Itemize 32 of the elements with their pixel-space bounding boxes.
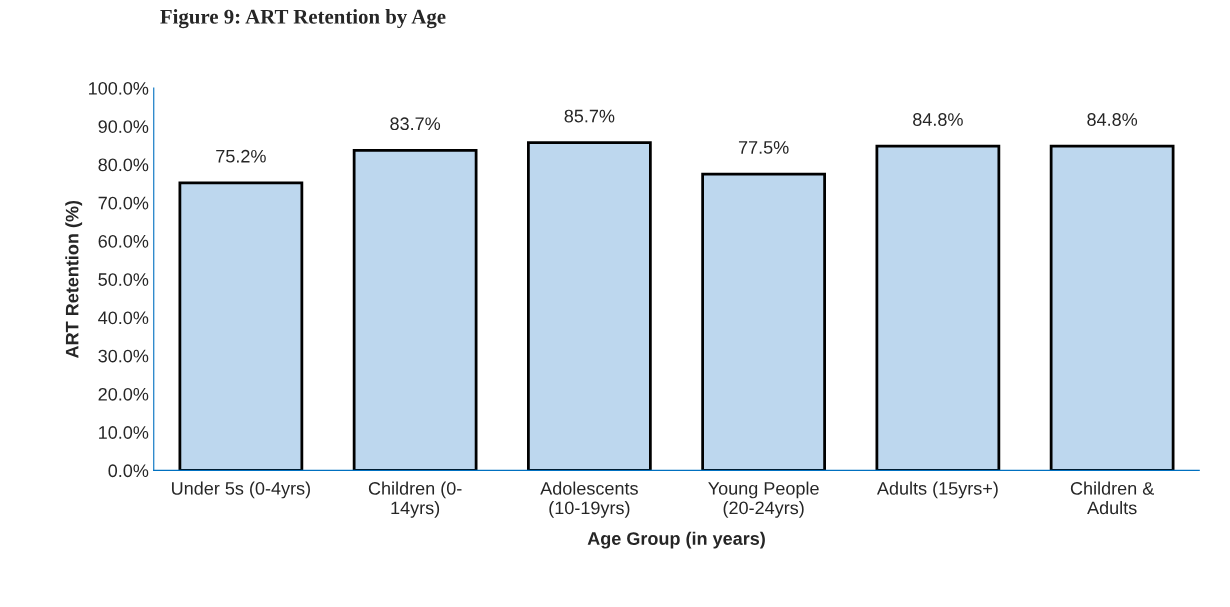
y-tick-label: 100.0%	[89, 81, 149, 95]
data-label: 83.7%	[390, 117, 441, 131]
data-label: 75.2%	[216, 149, 266, 163]
y-axis-title: ART Retention (%)	[65, 200, 83, 358]
y-tick-label: 70.0%	[98, 196, 149, 210]
data-label: 85.7%	[564, 109, 615, 123]
y-tick-label: 0.0%	[108, 464, 149, 478]
data-label: 84.8%	[1087, 113, 1138, 126]
x-tick-label: Adolescents (10-19yrs)	[540, 481, 638, 518]
bar	[527, 141, 652, 471]
y-tick-label: 30.0%	[98, 349, 149, 363]
bar	[178, 181, 304, 471]
bar	[1049, 144, 1175, 471]
y-tick-label: 10.0%	[99, 426, 149, 439]
bar	[701, 172, 826, 471]
y-tick-label: 40.0%	[98, 311, 149, 325]
y-tick-label: 90.0%	[98, 120, 149, 133]
bar	[352, 148, 478, 471]
data-label: 77.5%	[738, 141, 789, 154]
x-tick-label: Children (0- 14yrs)	[368, 481, 462, 518]
data-label: 84.8%	[913, 113, 963, 126]
y-tick-label: 80.0%	[98, 158, 149, 172]
y-tick-label: 50.0%	[98, 273, 149, 286]
bar	[875, 144, 1001, 471]
x-tick-label: Children & Adults	[1070, 481, 1154, 515]
y-tick-label: 20.0%	[98, 387, 149, 401]
y-tick-label: 60.0%	[98, 234, 149, 248]
x-axis-title: Age Group (in years)	[587, 531, 765, 549]
chart-title: Figure 9: ART Retention by Age	[160, 9, 446, 29]
x-tick-label: Young People (20-24yrs)	[708, 481, 819, 518]
x-tick-label: Adults (15yrs+)	[876, 481, 998, 499]
x-tick-label: Under 5s (0-4yrs)	[172, 481, 310, 499]
